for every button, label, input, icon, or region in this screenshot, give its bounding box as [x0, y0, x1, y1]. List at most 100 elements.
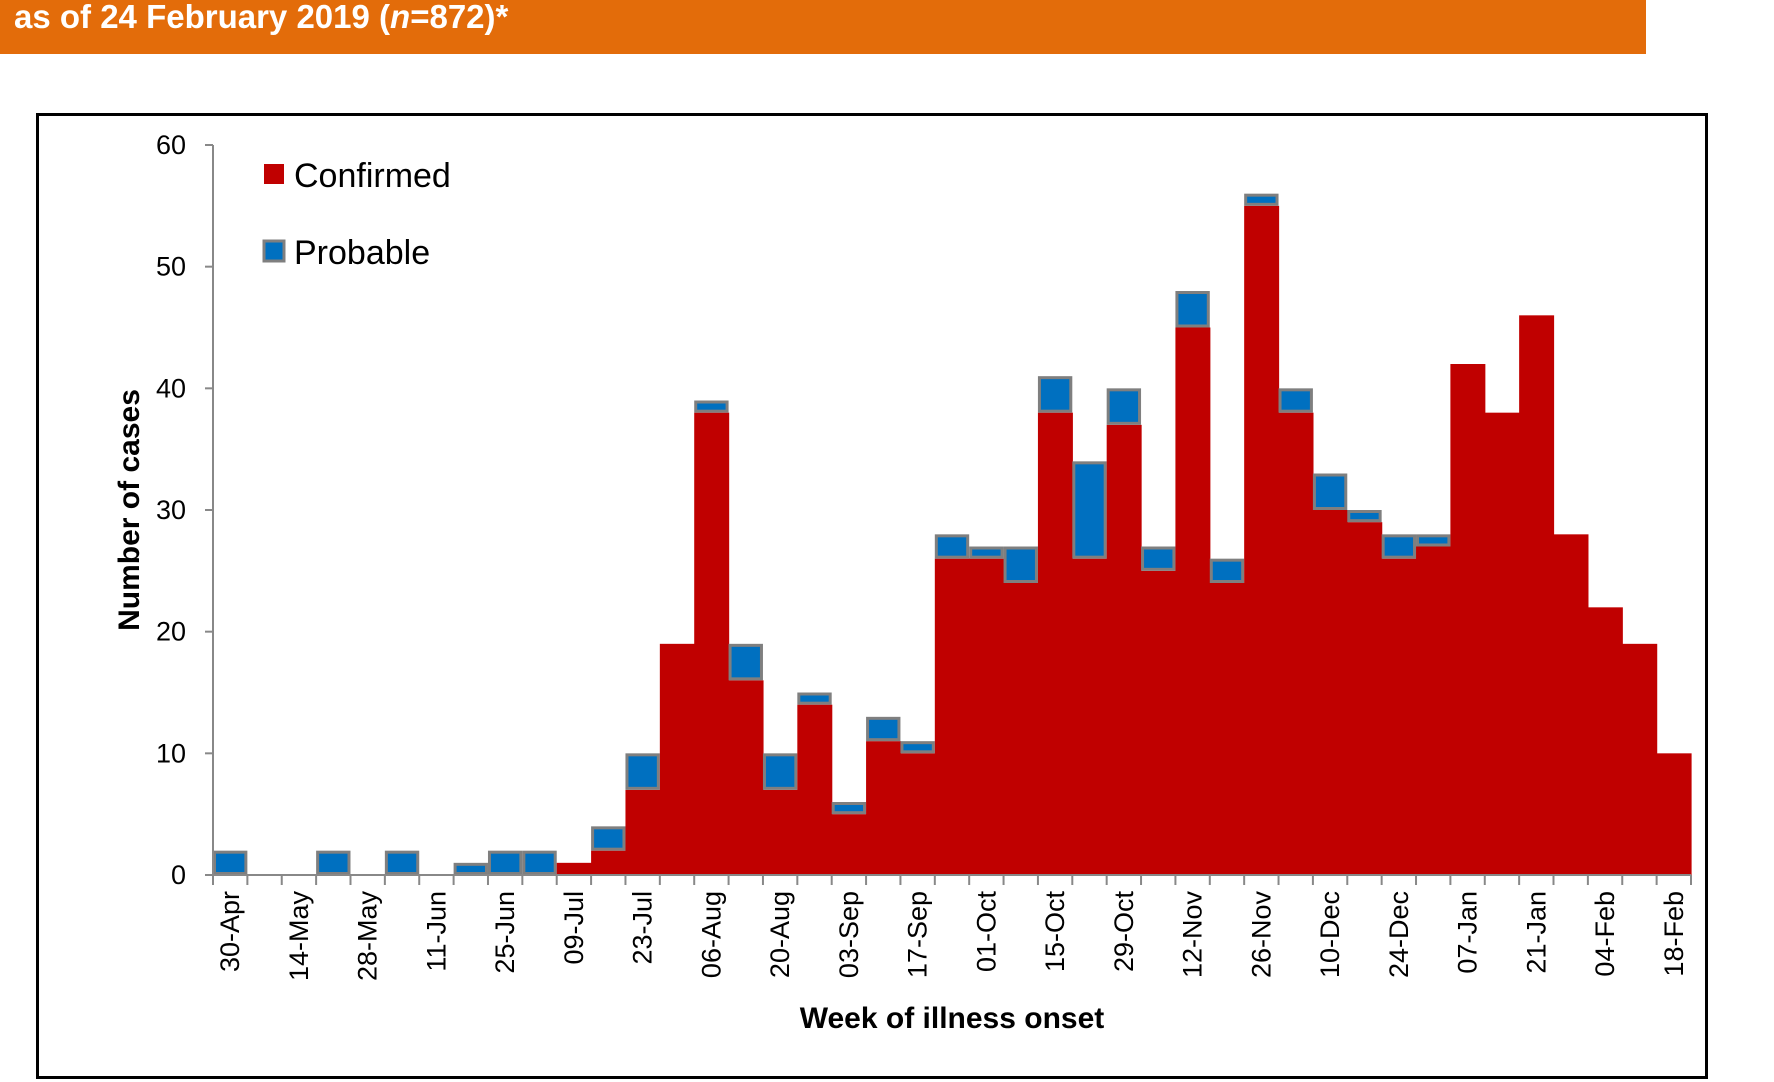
- x-tick-label-29-Oct: 29-Oct: [1109, 891, 1139, 973]
- x-tick-label-06-Aug: 06-Aug: [696, 891, 726, 978]
- x-tick-label-18-Feb: 18-Feb: [1659, 891, 1689, 977]
- bar-probable-20-Aug: [762, 753, 798, 790]
- axes-layer: [205, 144, 1692, 885]
- bar-confirmed-04-Feb: [1587, 607, 1623, 875]
- chart-frame: [36, 113, 1708, 1079]
- x-tick-label-03-Sep: 03-Sep: [834, 891, 864, 978]
- bar-confirmed-17-Sep: [900, 753, 936, 875]
- bar-probable-03-Dec: [1278, 388, 1313, 413]
- bar-confirmed-08-Oct: [1003, 583, 1039, 875]
- bar-probable-30-Apr: [213, 850, 248, 876]
- x-tick-label-01-Oct: 01-Oct: [971, 891, 1001, 973]
- bar-confirmed-03-Dec: [1278, 412, 1314, 875]
- bar-confirmed-24-Dec: [1381, 558, 1417, 875]
- bar-probable-08-Oct: [1003, 546, 1038, 583]
- bar-confirmed-27-Aug: [797, 704, 833, 875]
- bar-confirmed-30-Jul: [659, 643, 695, 875]
- x-tick-label-25-Jun: 25-Jun: [490, 891, 520, 974]
- x-tick-label-23-Jul: 23-Jul: [628, 891, 658, 965]
- bar-confirmed-18-Feb: [1656, 753, 1692, 875]
- x-tick-label-15-Oct: 15-Oct: [1040, 891, 1070, 973]
- bar-confirmed-01-Oct: [969, 558, 1005, 875]
- x-tick-label-04-Feb: 04-Feb: [1590, 891, 1620, 977]
- bar-confirmed-17-Dec: [1347, 522, 1383, 875]
- bar-confirmed-19-Nov: [1209, 583, 1245, 875]
- bar-confirmed-31-Dec: [1416, 546, 1451, 875]
- y-tick-label-60: 60: [156, 130, 186, 160]
- legend-probable-swatch: [262, 239, 286, 263]
- header-banner: as of 24 February 2019 (n=872)*: [0, 0, 1646, 54]
- y-tick-labels: 0 10 20 30 40 50 60: [156, 130, 186, 890]
- bar-probable-13-Aug: [728, 643, 763, 681]
- bar-probable-24-Sep: [934, 534, 970, 559]
- bar-probable-29-Oct: [1106, 388, 1142, 425]
- bar-probable-10-Sep: [866, 716, 901, 742]
- legend-confirmed-label: Confirmed: [294, 157, 451, 195]
- x-tick-label-17-Sep: 17-Sep: [903, 891, 933, 978]
- bar-probable-06-Aug: [694, 400, 729, 413]
- page-title: as of 24 February 2019 (n=872)*: [14, 0, 509, 35]
- bar-confirmed-15-Oct: [1037, 412, 1073, 875]
- bar-probable-27-Aug: [797, 692, 832, 705]
- bar-confirmed-16-Jul: [591, 850, 627, 875]
- x-axis-title: Week of illness onset: [800, 1002, 1105, 1035]
- y-tick-label-30: 30: [156, 495, 186, 525]
- x-tick-label-14-May: 14-May: [284, 891, 314, 982]
- bar-confirmed-13-Aug: [728, 680, 764, 875]
- bar-probable-17-Dec: [1347, 510, 1382, 523]
- x-tick-label-24-Dec: 24-Dec: [1384, 891, 1414, 978]
- bar-confirmed-23-Jul: [625, 789, 661, 875]
- bar-confirmed-21-Jan: [1519, 315, 1555, 875]
- bar-probable-19-Nov: [1209, 558, 1245, 584]
- bar-confirmed-11-Feb: [1622, 643, 1658, 875]
- bar-confirmed-09-Jul: [556, 862, 592, 875]
- bar-confirmed-05-Nov: [1141, 570, 1177, 875]
- x-tick-label-26-Nov: 26-Nov: [1246, 891, 1276, 979]
- y-tick-label-0: 0: [171, 860, 186, 890]
- bar-probable-26-Nov: [1244, 193, 1279, 206]
- y-tick-label-20: 20: [156, 617, 186, 647]
- bar-probable-15-Oct: [1037, 376, 1073, 413]
- y-axis-title: Number of cases: [113, 389, 146, 631]
- bar-probable-31-Dec: [1416, 534, 1451, 547]
- bar-probable-03-Sep: [831, 802, 867, 815]
- bar-probable-12-Nov: [1175, 291, 1210, 328]
- y-tick-label-50: 50: [156, 252, 186, 282]
- bar-probable-23-Jul: [625, 753, 660, 790]
- bar-probable-01-Oct: [969, 546, 1004, 559]
- x-tick-label-12-Nov: 12-Nov: [1178, 891, 1208, 979]
- bar-probable-25-Jun: [487, 850, 523, 876]
- legend: Confirmed Probable: [262, 157, 451, 272]
- x-tick-label-10-Dec: 10-Dec: [1315, 891, 1345, 978]
- bar-confirmed-07-Jan: [1450, 364, 1486, 875]
- x-tick-label-21-Jan: 21-Jan: [1521, 891, 1551, 974]
- legend-probable-label: Probable: [294, 234, 430, 272]
- bar-probable-22-Oct: [1072, 461, 1107, 559]
- bar-confirmed-22-Oct: [1072, 558, 1108, 875]
- x-tick-label-20-Aug: 20-Aug: [765, 891, 795, 978]
- bar-confirmed-10-Sep: [866, 741, 902, 875]
- bar-probable-16-Jul: [591, 826, 626, 851]
- bar-confirmed-03-Sep: [831, 814, 867, 875]
- bar-confirmed-26-Nov: [1244, 205, 1280, 876]
- x-tick-label-09-Jul: 09-Jul: [559, 891, 589, 965]
- bar-probable-02-Jul: [522, 850, 557, 876]
- bar-probable-05-Nov: [1141, 546, 1176, 571]
- bar-probable-21-May: [316, 850, 351, 876]
- x-tick-label-07-Jan: 07-Jan: [1453, 891, 1483, 974]
- bar-confirmed-20-Aug: [762, 789, 798, 875]
- bars-layer: [213, 193, 1692, 876]
- x-tick-label-11-Jun: 11-Jun: [421, 891, 451, 972]
- bar-confirmed-06-Aug: [694, 412, 730, 875]
- bar-confirmed-24-Sep: [934, 558, 970, 875]
- x-tick-label-28-May: 28-May: [353, 891, 383, 982]
- bar-confirmed-10-Dec: [1312, 510, 1348, 875]
- y-tick-label-40: 40: [156, 373, 186, 403]
- bar-probable-17-Sep: [900, 741, 935, 754]
- bar-probable-24-Dec: [1381, 534, 1417, 559]
- bar-confirmed-14-Jan: [1484, 412, 1520, 875]
- y-tick-label-10: 10: [156, 738, 186, 768]
- bar-probable-04-Jun: [384, 850, 420, 876]
- x-tick-label-30-Apr: 30-Apr: [215, 891, 245, 972]
